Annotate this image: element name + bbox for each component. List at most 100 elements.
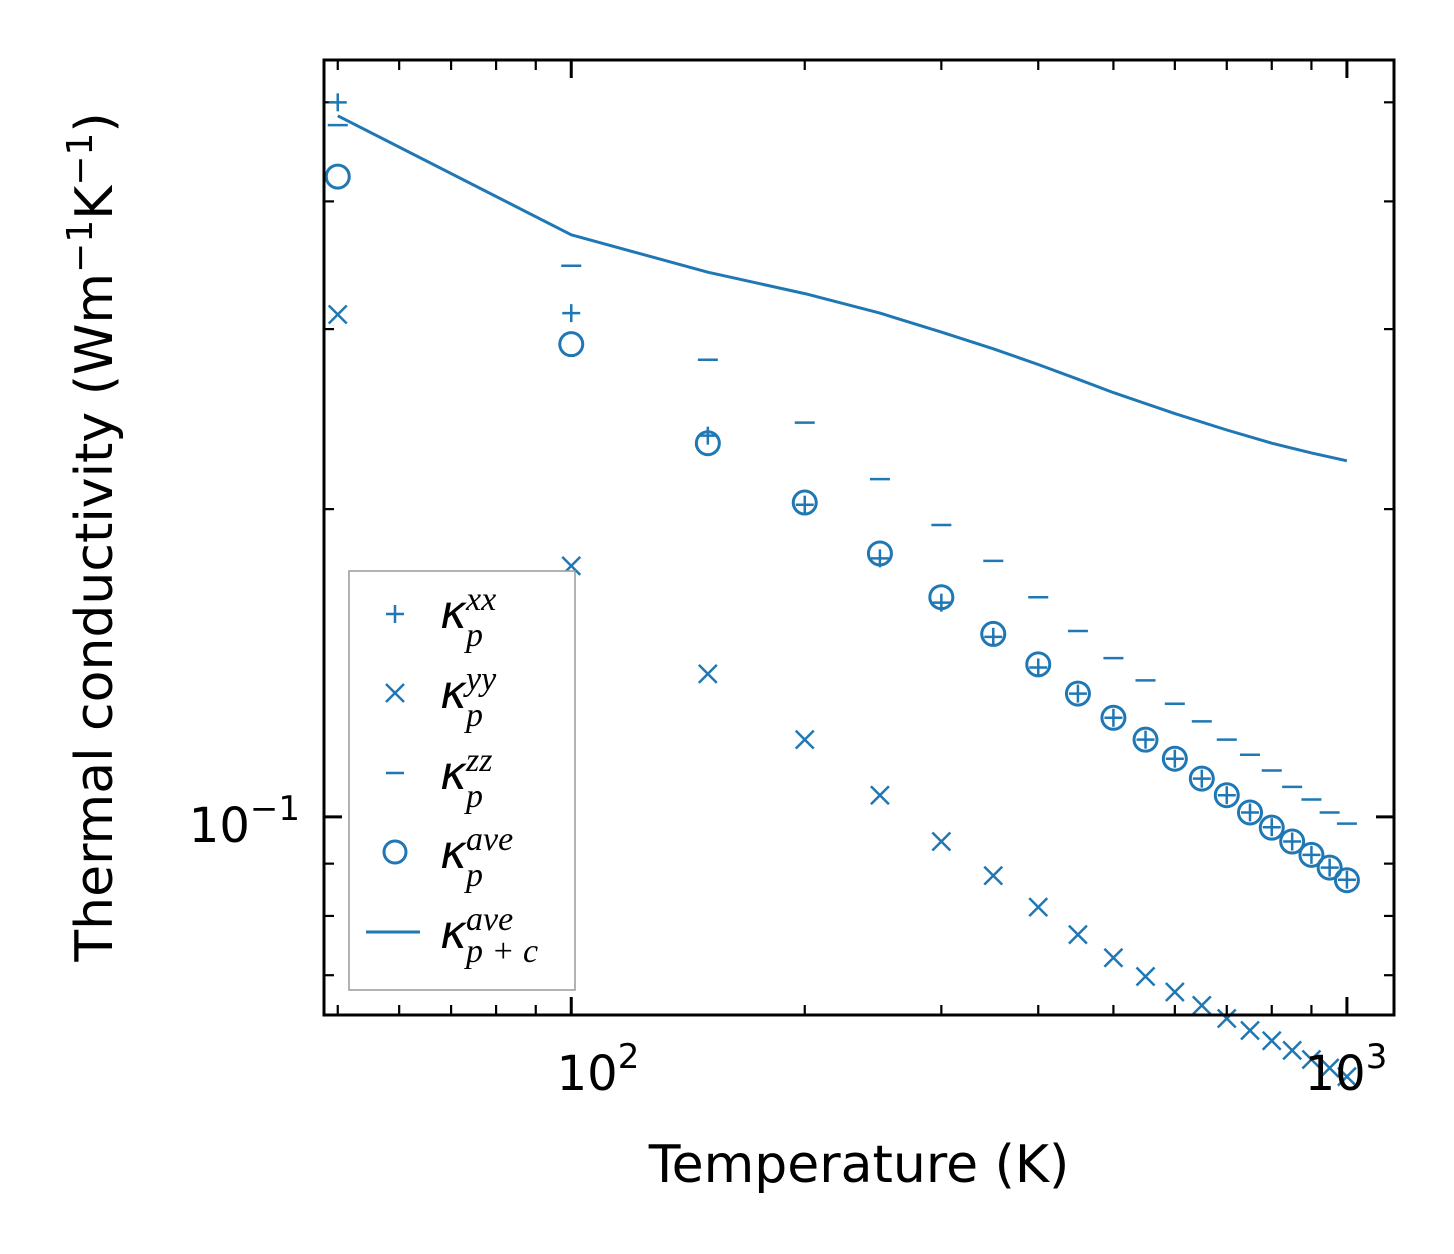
kappa_p_ave-point-650 [1188,765,1215,792]
kappa_p_ave-point-550 [1132,726,1159,753]
kappa_p_ave-point-950 [1316,854,1343,881]
kappa_p_xx-point-100 [562,304,581,323]
y-axis-label-sup1: −1 [60,220,101,273]
legend-entry-zz: κ zz p [386,742,492,815]
kappa_p_ave-point-500 [1100,704,1127,731]
legend-entry-yy: κ yy p [385,661,497,734]
kappa_p_yy-point-250 [870,785,890,806]
kappa_p_yy-point-600-b [1164,982,1185,1002]
x-tick-1000-base: 10 [1305,1046,1366,1102]
kappa_p_ave-point-350 [980,620,1007,647]
kappa_p_yy-point-800-b [1261,1030,1282,1051]
kappa_p_yy-point-850-b [1282,1040,1303,1061]
kappa_p_yy-point-300 [931,831,952,852]
kappa_p_yy-point-550-b [1135,966,1156,987]
kappa_p_ave-point-750 [1237,799,1264,826]
kappa_p_ave-point-100 [558,331,585,358]
curve-layer [337,114,1348,463]
kappa_p_yy-point-550 [1135,966,1156,987]
kappa_p_yy-point-450 [1068,924,1088,945]
kappa_p_xx-point-650 [1192,769,1211,788]
y-axis-label-main: Thermal conductivity (Wm [65,273,125,963]
kappa_p_xx-point-1000 [1337,870,1356,889]
legend-xx-sup: xx [465,581,496,618]
y-axis-label-end: ) [65,112,125,132]
kappa_p_ave-point-300 [928,584,955,611]
y-axis-label-mid: K [65,184,125,220]
kappa_p_yy-point-150 [697,663,718,684]
legend-ave-symbol: κ [440,825,467,879]
y-axis-label-sup2: −1 [60,133,101,186]
kappa_p_ave-point-600 [1161,745,1188,772]
legend-zz-sup: zz [465,742,492,779]
kappa_p_yy-point-400-b [1028,897,1049,918]
svg-text:ave: ave [466,821,513,858]
kappa_p_yy-point-200 [794,729,815,750]
kappa_p_yy-point-900 [1301,1049,1322,1070]
kappa_p_xx-point-500 [1104,708,1123,727]
kappa_p_yy-point-900-b [1301,1049,1322,1070]
svg-text:p + c: p + c [464,933,538,970]
svg-text:κ: κ [440,665,467,719]
kappa_p_yy-point-650 [1191,995,1212,1016]
kappa_p_ave-point-700 [1213,782,1240,809]
svg-text:p: p [464,778,483,815]
kappa_p_yy-point-650-b [1191,995,1212,1016]
kappa_p_ave-point-900 [1298,841,1325,868]
svg-text:103: 103 [1305,1037,1388,1102]
kappa_p_yy-point-600 [1164,982,1185,1002]
kappa_p_yy-point-50-b [327,304,348,325]
kappa_p_yy-point-950 [1319,1058,1340,1078]
legend-ave-sub: p [464,857,483,894]
svg-text:p: p [464,617,483,654]
kappa_pc_ave-curve [337,114,1348,463]
legend-yy-sup: yy [463,661,497,698]
kappa_p_yy-point-150-b [697,663,718,684]
kappa_p_xx-point-600 [1165,749,1184,768]
x-tick-100-base: 10 [557,1046,618,1102]
legend-zz-symbol: κ [440,746,467,800]
svg-text:xx: xx [465,581,496,618]
svg-text:p: p [464,857,483,894]
y-tick-0.1-exp: −1 [250,789,300,829]
kappa_p_ave-point-850 [1279,828,1306,855]
kappa_p_ave-point-250 [866,540,893,567]
kappa_p_yy-series [327,304,1357,1087]
kappa_p_yy-point-250-b [870,785,890,806]
legend-entry-pc-ave: κ ave p + c [366,901,538,970]
svg-text:ave: ave [466,901,513,938]
svg-text:κ: κ [440,746,467,800]
legend-ave-sup: ave [466,821,513,858]
kappa_p_yy-point-500 [1103,947,1124,968]
plot-frame [322,58,1396,1017]
marker-layer [324,93,1360,1087]
x-axis-label: Temperature (K) [648,1135,1070,1195]
kappa_p_yy-point-300-b [931,831,952,852]
svg-text:κ: κ [440,825,467,879]
kappa_p_xx-point-750 [1241,803,1260,822]
legend-xx-sub: p [464,617,483,654]
kappa_p_xx-point-200 [795,495,814,514]
kappa_p_xx-series [328,93,1356,889]
kappa_p_yy-point-850 [1282,1040,1303,1061]
svg-text:10−1: 10−1 [189,789,300,854]
svg-text:zz: zz [465,742,492,779]
kappa_p_xx-point-450 [1068,684,1087,703]
kappa_p_ave-point-450 [1064,680,1091,707]
legend-marker-circle [382,839,408,865]
x-tick-label-100: 102 [557,1037,640,1102]
major-ticks [324,60,1394,1015]
kappa_p_yy-point-350-b [983,865,1004,886]
legend-frame [348,570,576,991]
svg-text:p: p [464,697,483,734]
kappa_p_yy-point-750-b [1240,1020,1260,1041]
kappa_p_xx-point-50 [328,93,347,112]
legend-yy-sub: p [464,697,483,734]
kappa_p_ave-point-150 [694,430,721,457]
kappa_p_yy-point-700 [1216,1008,1237,1029]
kappa_p_xx-point-350 [984,627,1003,646]
kappa_p_xx-point-150 [698,426,717,445]
legend-pc-sub: p + c [464,933,538,970]
svg-text:yy: yy [463,661,497,698]
